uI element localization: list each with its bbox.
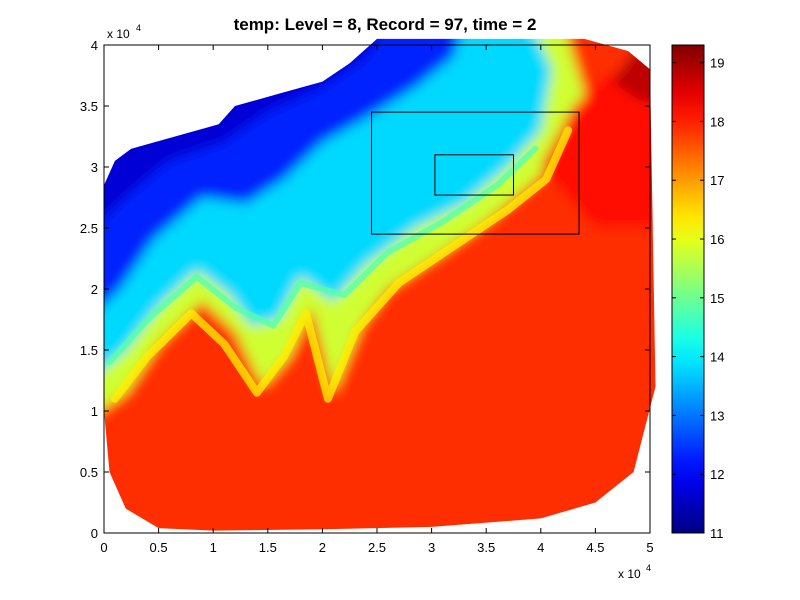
front-meander-warm [110, 126, 573, 403]
field-hot-corner [611, 38, 656, 106]
x-tick-label: 0.5 [150, 540, 168, 555]
annotation-rectangle-1 [371, 111, 580, 235]
annotation-rectangle-2 [434, 154, 515, 196]
x-tick-label: 4 [537, 540, 544, 555]
colorbar-gradient [671, 44, 705, 534]
y-tick-label: 1.5 [80, 343, 98, 358]
colorbar-tick-label: 18 [710, 114, 724, 129]
colorbar-tick-label: 16 [710, 232, 724, 247]
y-axis: 0 0.5 1 1.5 2 2.5 3 3.5 4 [80, 38, 650, 541]
chart-title: temp: Level = 8, Record = 97, time = 2 [234, 15, 537, 34]
colorbar-ticks: 11 12 13 14 15 16 17 18 19 [672, 56, 724, 541]
y-tick-label: 1 [91, 404, 98, 419]
x-axis: 0 0.5 1 1.5 2 2.5 3 3.5 4 4.5 5 [100, 45, 654, 555]
x-tick-label: 3.5 [477, 540, 495, 555]
y-tick-label: 3.5 [80, 99, 98, 114]
x-tick-label: 1.5 [259, 540, 277, 555]
y-multiplier-base: x 10 [107, 27, 130, 41]
y-tick-label: 0.5 [80, 465, 98, 480]
y-multiplier-exponent: 4 [136, 23, 141, 33]
front-meander-mid [106, 145, 539, 366]
y-tick-label: 0 [91, 526, 98, 541]
colorbar-tick-label: 15 [710, 291, 724, 306]
x-multiplier-exponent: 4 [646, 563, 651, 573]
x-tick-label: 4.5 [586, 540, 604, 555]
y-tick-label: 2 [91, 282, 98, 297]
colorbar-tick-label: 14 [710, 350, 724, 365]
x-tick-label: 2.5 [368, 540, 386, 555]
y-tick-label: 2.5 [80, 221, 98, 236]
colorbar-tick-label: 11 [710, 526, 724, 541]
x-tick-label: 5 [646, 540, 653, 555]
x-multiplier-label: x 10 [618, 567, 641, 581]
colorbar-tick-label: 12 [710, 467, 724, 482]
x-tick-label: 2 [319, 540, 326, 555]
colorbar-tick-label: 19 [710, 56, 724, 71]
y-multiplier-label: x 10 [107, 27, 130, 41]
x-tick-label: 3 [428, 540, 435, 555]
colorbar: 11 12 13 14 15 16 17 18 19 [671, 44, 724, 541]
x-tick-label: 0 [100, 540, 107, 555]
colorbar-tick-label: 13 [710, 408, 724, 423]
y-tick-label: 4 [91, 38, 98, 53]
colorbar-tick-label: 17 [710, 173, 724, 188]
x-tick-label: 1 [210, 540, 217, 555]
field-warm-northeast [540, 57, 656, 228]
y-tick-label: 3 [91, 160, 98, 175]
annotation-layer [371, 111, 580, 235]
